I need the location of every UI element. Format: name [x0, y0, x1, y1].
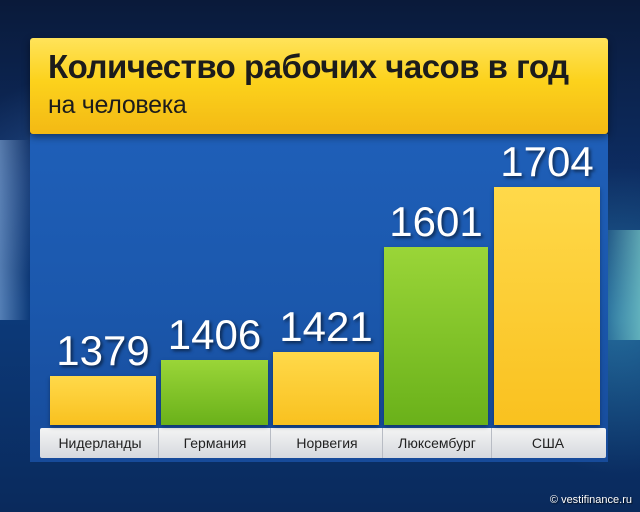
bar-value-label: 1406 — [167, 311, 262, 359]
chart-title: Количество рабочих часов в год — [48, 48, 569, 85]
title-banner: Количество рабочих часов в год на челове… — [30, 38, 608, 134]
category-label: США — [531, 435, 565, 451]
category-label-strip — [40, 428, 606, 458]
bar-value-label: 1421 — [279, 302, 373, 350]
chart-subtitle: на человека — [48, 91, 187, 119]
category-label: Нидерланды — [42, 428, 159, 458]
bar-2 — [161, 360, 268, 425]
bar-3 — [273, 351, 379, 425]
category-label: Люксембург — [383, 428, 492, 458]
bar-value-label: 1601 — [389, 197, 483, 245]
bar-5 — [494, 187, 600, 425]
bar-value-label: 1704 — [500, 138, 594, 185]
category-label: Германия — [160, 428, 271, 458]
bar-4 — [384, 246, 488, 425]
bar-1 — [50, 376, 156, 425]
category-label: Норвегия — [272, 428, 383, 458]
bar-value-label: 1379 — [56, 327, 150, 374]
watermark: © vestifinance.ru — [549, 494, 632, 506]
background-light-left — [0, 140, 30, 320]
